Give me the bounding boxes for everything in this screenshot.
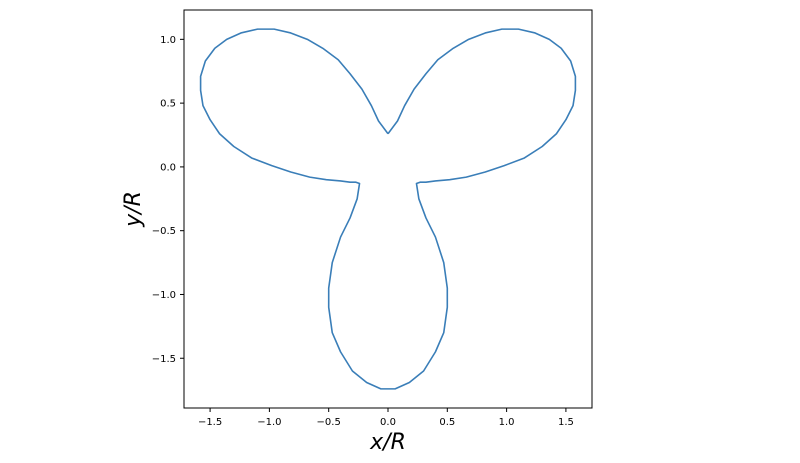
x-tick-label: 0.0: [380, 417, 396, 428]
x-tick-label: −1.5: [198, 417, 222, 428]
x-tick-label: 1.5: [558, 417, 574, 428]
y-axis-title: y/R: [121, 191, 146, 228]
y-tick-label: 0.5: [160, 99, 176, 110]
x-tick-label: −0.5: [317, 417, 341, 428]
x-tick-label: 0.5: [439, 417, 455, 428]
y-tick-label: −1.5: [152, 354, 176, 365]
x-tick-label: −1.0: [257, 417, 281, 428]
y-tick-label: −0.5: [152, 226, 176, 237]
data-series-curve: [199, 28, 577, 390]
plot-area: [183, 9, 593, 409]
y-axis: −1.5 −1.0 −0.5 0.0 0.5 1.0: [152, 35, 184, 365]
x-tick-label: 1.0: [499, 417, 515, 428]
x-axis-title: x/R: [369, 430, 406, 455]
y-tick-label: 1.0: [160, 35, 176, 46]
y-tick-label: 0.0: [160, 162, 176, 173]
x-axis: −1.5 −1.0 −0.5 0.0 0.5 1.0 1.5: [198, 408, 574, 428]
y-tick-label: −1.0: [152, 290, 176, 301]
